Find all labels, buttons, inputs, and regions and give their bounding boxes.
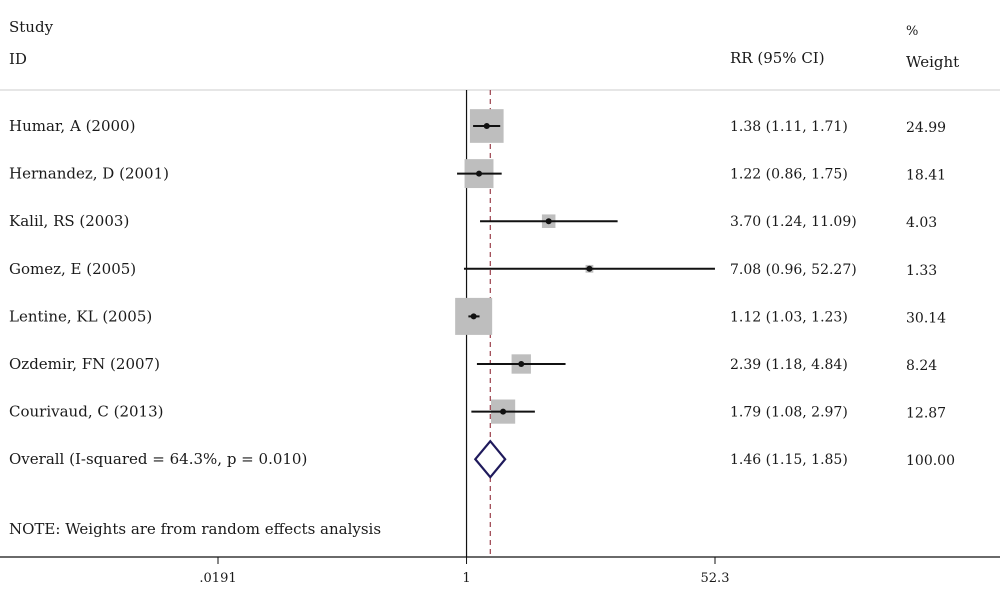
point-estimate	[518, 361, 525, 367]
point-estimate	[476, 170, 483, 177]
effect-ci-text: 2.39 (1.18, 4.84)	[730, 357, 848, 373]
effect-ci-text: 3.70 (1.24, 11.09)	[730, 214, 857, 230]
effect-ci-text: 7.08 (0.96, 52.27)	[730, 262, 857, 278]
x-tick-label: 1	[462, 571, 470, 586]
x-tick-label: 52.3	[701, 571, 730, 586]
weight-text: 30.14	[906, 310, 946, 326]
header-weight: Weight	[906, 53, 959, 71]
header-id: ID	[9, 50, 27, 68]
study-label: Kalil, RS (2003)	[9, 212, 129, 230]
study-label: Lentine, KL (2005)	[9, 307, 152, 325]
study-label: Courivaud, C (2013)	[9, 403, 163, 421]
weight-text: 18.41	[906, 168, 946, 184]
overall-label: Overall (I-squared = 64.3%, p = 0.010)	[9, 450, 307, 468]
header-study: Study	[9, 18, 54, 36]
weights-note: NOTE: Weights are from random effects an…	[9, 520, 381, 538]
x-tick-label: .0191	[199, 571, 236, 586]
study-label: Gomez, E (2005)	[9, 260, 136, 278]
weight-text: 1.33	[906, 263, 937, 279]
study-label: Humar, A (2000)	[9, 117, 135, 135]
header-weight-pct: %	[906, 24, 918, 39]
effect-ci-text: 1.12 (1.03, 1.23)	[730, 309, 848, 325]
overall-diamond	[473, 439, 507, 479]
point-estimate	[483, 123, 490, 129]
weight-text: 4.03	[906, 215, 937, 231]
point-estimate	[470, 313, 477, 320]
header-effect: RR (95% CI)	[730, 49, 825, 67]
point-estimate	[500, 408, 507, 415]
effect-ci-text: 1.38 (1.11, 1.71)	[730, 119, 848, 135]
effect-ci-text: 1.79 (1.08, 2.97)	[730, 405, 848, 421]
overall-weight-text: 100.00	[906, 453, 955, 469]
overall-ci-text: 1.46 (1.15, 1.85)	[730, 452, 848, 468]
study-label: Ozdemir, FN (2007)	[9, 355, 160, 373]
study-label: Hernandez, D (2001)	[9, 165, 169, 183]
point-estimate	[586, 265, 593, 272]
weight-text: 24.99	[906, 120, 946, 136]
effect-ci-text: 1.22 (0.86, 1.75)	[730, 167, 848, 183]
weight-text: 8.24	[906, 358, 937, 374]
point-estimate	[545, 218, 552, 225]
weight-text: 12.87	[906, 406, 946, 422]
